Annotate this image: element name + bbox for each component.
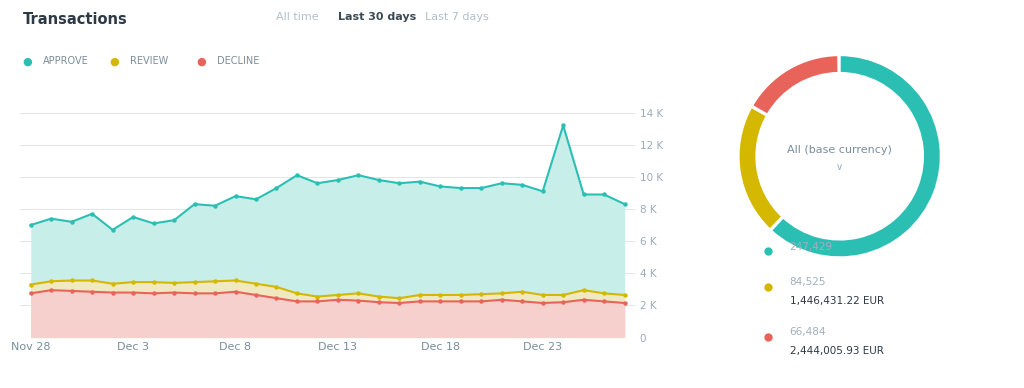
Text: Transactions: Transactions [23,12,127,27]
Wedge shape [738,107,782,230]
Text: REVIEW: REVIEW [130,56,168,66]
Text: All time: All time [276,12,319,22]
Wedge shape [752,55,839,115]
Text: Last 7 days: Last 7 days [425,12,488,22]
Text: ●: ● [110,56,120,66]
Text: DECLINE: DECLINE [217,56,259,66]
Wedge shape [771,55,941,257]
Text: ●: ● [23,56,33,66]
Text: 84,525: 84,525 [790,277,826,288]
Text: 1,446,431.22 EUR: 1,446,431.22 EUR [790,296,884,307]
Text: All (base currency): All (base currency) [787,145,892,155]
Text: 66,484: 66,484 [790,327,826,337]
Text: 247,429: 247,429 [790,242,833,252]
Text: 2,444,005.93 EUR: 2,444,005.93 EUR [790,346,884,356]
Text: ●: ● [197,56,207,66]
Text: Last 30 days: Last 30 days [338,12,416,22]
Text: APPROVE: APPROVE [43,56,89,66]
Text: ∨: ∨ [837,162,843,172]
